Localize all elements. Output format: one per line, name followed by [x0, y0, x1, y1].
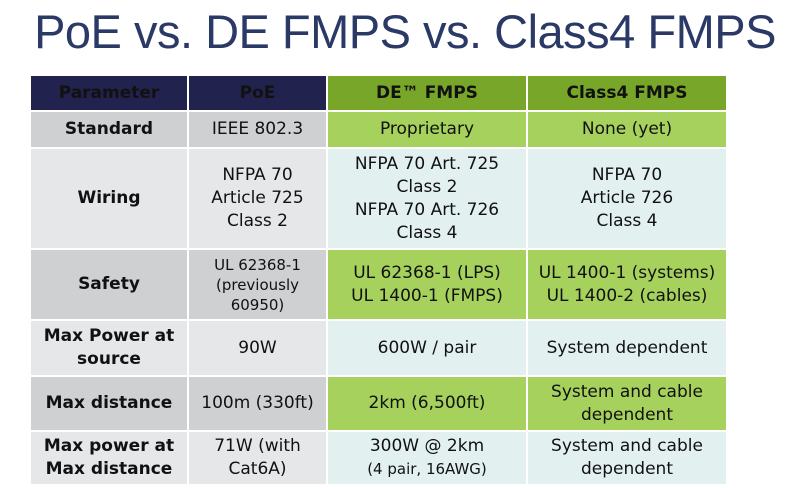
cell-line: UL 1400-2 (cables)	[546, 285, 708, 306]
cell-line: NFPA 70 Art. 726	[354, 199, 500, 220]
param-cell: Max Power at source	[29, 319, 189, 377]
cell-line: None (yet)	[581, 119, 673, 139]
param-cell: Standard	[29, 110, 189, 149]
param-cell: Wiring	[29, 147, 189, 250]
cell-line: 100m (330ft)	[201, 393, 314, 413]
cell-line: Cat6A)	[228, 459, 287, 479]
cell-line: dependent	[581, 404, 673, 425]
cell-line: Max distance	[45, 459, 173, 479]
cell-line: Article 725	[211, 188, 304, 208]
de-fmps-cell: Proprietary	[326, 110, 528, 149]
cell-line: Max distance	[45, 393, 173, 413]
cell-line: UL 1400-1 (FMPS)	[351, 285, 503, 306]
poe-cell: 71W (with Cat6A)	[187, 430, 328, 486]
de-fmps-cell: 600W / pair	[326, 319, 528, 377]
header-row: Parameter PoE DE™ FMPS Class4 FMPS	[29, 74, 728, 112]
cell-line: IEEE 802.3	[211, 119, 304, 139]
table-row-max-distance: Max distance 100m (330ft) 2km (6,500ft) …	[29, 375, 728, 432]
cell-line: NFPA 70	[591, 165, 663, 185]
class4-fmps-cell: System and cable dependent	[526, 375, 728, 432]
cell-line: System and cable	[551, 436, 703, 456]
cell-line: 60950)	[230, 295, 285, 314]
table-row-max-power-distance: Max power at Max distance 71W (with Cat6…	[29, 430, 728, 486]
cell-line: Class 2	[396, 176, 458, 197]
cell-line: UL 1400-1 (systems)	[538, 262, 716, 283]
class4-fmps-cell: System dependent	[526, 319, 728, 377]
poe-cell: NFPA 70 Article 725 Class 2	[187, 147, 328, 250]
poe-cell: IEEE 802.3	[187, 110, 328, 149]
de-fmps-cell: 2km (6,500ft)	[326, 375, 528, 432]
cell-line: Standard	[64, 119, 154, 139]
header-de-fmps: DE™ FMPS	[326, 74, 528, 112]
cell-line: Wiring	[77, 188, 141, 208]
cell-line: 71W (with	[214, 436, 301, 456]
cell-line: source	[77, 349, 141, 369]
class4-fmps-cell: NFPA 70 Article 726 Class 4	[526, 147, 728, 250]
header-class4-fmps: Class4 FMPS	[526, 74, 728, 112]
cell-line: Proprietary	[379, 119, 475, 139]
param-cell: Max distance	[29, 375, 189, 432]
cell-line: UL 62368-1 (LPS)	[353, 262, 501, 283]
poe-cell: 100m (330ft)	[187, 375, 328, 432]
class4-fmps-cell: None (yet)	[526, 110, 728, 149]
table-row-standard: Standard IEEE 802.3 Proprietary None (ye…	[29, 110, 728, 149]
cell-line: Max Power at	[43, 326, 175, 346]
cell-line: Class 2	[227, 211, 288, 231]
header-parameter: Parameter	[29, 74, 189, 112]
cell-line: 600W / pair	[377, 337, 477, 358]
poe-cell: 90W	[187, 319, 328, 377]
de-fmps-cell: NFPA 70 Art. 725 Class 2 NFPA 70 Art. 72…	[326, 147, 528, 250]
cell-line: Max power at	[43, 436, 175, 456]
cell-line: 2km (6,500ft)	[368, 393, 486, 413]
cell-line: System and cable	[551, 381, 703, 402]
cell-line: (previously	[215, 275, 300, 294]
cell-line: 90W	[238, 337, 277, 358]
param-cell: Safety	[29, 248, 189, 321]
de-fmps-cell: 300W @ 2km (4 pair, 16AWG)	[326, 430, 528, 486]
cell-line: 300W @ 2km	[369, 436, 485, 456]
cell-line: UL 62368-1	[214, 255, 301, 274]
table-row-wiring: Wiring NFPA 70 Article 725 Class 2 NFPA …	[29, 147, 728, 250]
cell-line: Safety	[78, 274, 140, 294]
comparison-table: Parameter PoE DE™ FMPS Class4 FMPS Stand…	[29, 74, 728, 486]
de-fmps-cell: UL 62368-1 (LPS) UL 1400-1 (FMPS)	[326, 248, 528, 321]
cell-line: NFPA 70	[222, 165, 293, 185]
cell-line: (4 pair, 16AWG)	[367, 460, 487, 478]
table-row-max-power-source: Max Power at source 90W 600W / pair Syst…	[29, 319, 728, 377]
cell-line: System dependent	[546, 337, 708, 358]
param-cell: Max power at Max distance	[29, 430, 189, 486]
cell-line: Class 4	[396, 222, 458, 243]
class4-fmps-cell: UL 1400-1 (systems) UL 1400-2 (cables)	[526, 248, 728, 321]
cell-line: Article 726	[580, 188, 674, 208]
slide-title: PoE vs. DE FMPS vs. Class4 FMPS	[34, 5, 776, 58]
poe-cell: UL 62368-1 (previously 60950)	[187, 248, 328, 321]
table-row-safety: Safety UL 62368-1 (previously 60950) UL …	[29, 248, 728, 321]
cell-line: NFPA 70 Art. 725	[354, 153, 500, 174]
class4-fmps-cell: System and cable dependent	[526, 430, 728, 486]
cell-line: Class 4	[596, 211, 658, 231]
header-poe: PoE	[187, 74, 328, 112]
cell-line: dependent	[581, 459, 673, 479]
